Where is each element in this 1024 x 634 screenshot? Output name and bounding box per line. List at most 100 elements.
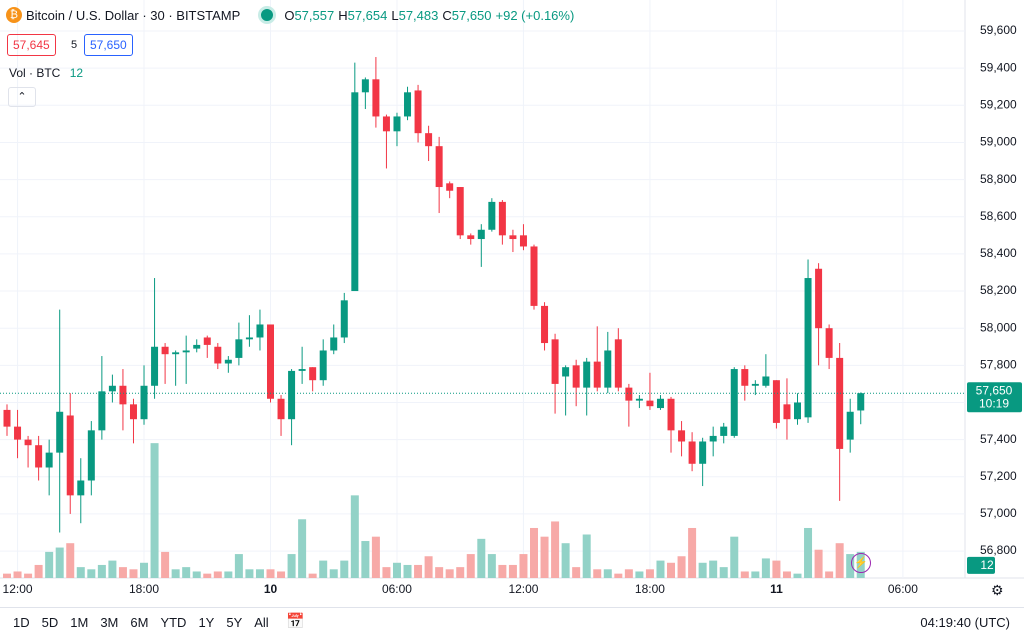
volume-bar: [508, 564, 517, 578]
range-button[interactable]: 1M: [70, 615, 89, 630]
volume-bar: [603, 569, 612, 578]
volume-bar: [688, 527, 697, 578]
candle-body: [256, 324, 264, 338]
candle-body: [172, 352, 180, 355]
volume-bar: [772, 560, 781, 578]
date-range-icon[interactable]: 📅: [286, 613, 305, 630]
candle-body: [583, 361, 591, 388]
candle-body: [846, 411, 854, 440]
range-button[interactable]: 3M: [100, 615, 119, 630]
candle-body: [656, 398, 664, 409]
volume-bar: [361, 541, 370, 578]
candle-body: [351, 92, 359, 292]
volume-bar: [66, 543, 75, 578]
volume-bar: [466, 554, 475, 578]
candle-body: [446, 183, 454, 191]
candle-body: [435, 146, 443, 188]
volume-bar: [614, 573, 623, 578]
volume-bar: [182, 567, 191, 578]
range-button[interactable]: 5D: [41, 615, 59, 630]
volume-bar: [709, 560, 718, 578]
x-tick-label: 06:00: [382, 582, 412, 596]
volume-bar: [55, 547, 64, 578]
candle-body: [530, 246, 538, 306]
candle-body: [319, 350, 327, 381]
volume-bar: [635, 571, 644, 578]
range-button[interactable]: 1D: [13, 615, 30, 630]
range-button[interactable]: 6M: [130, 615, 149, 630]
volume-bar: [340, 560, 349, 578]
y-tick-label: 57,400: [980, 432, 1017, 446]
candle-body: [330, 337, 338, 351]
candle-body: [477, 229, 485, 240]
volume-bar: [277, 571, 286, 578]
candle-body: [56, 411, 64, 453]
volume-bar: [477, 538, 486, 578]
candle-body: [572, 365, 580, 388]
candle-body: [794, 402, 801, 420]
volume-bar: [34, 564, 43, 578]
candle-body: [182, 350, 190, 353]
volume-bar: [561, 543, 570, 578]
volume-bar: [624, 569, 633, 578]
y-tick-label: 58,200: [980, 283, 1017, 297]
candle-body: [699, 441, 707, 464]
candle-body: [35, 445, 43, 468]
y-tick-label: 57,800: [980, 358, 1017, 372]
candle-body: [509, 235, 517, 240]
candle-body: [488, 201, 496, 230]
candle-body: [224, 359, 232, 364]
volume-bar: [540, 536, 549, 578]
ohlc-label: C: [442, 7, 452, 23]
volume-bar: [530, 527, 538, 578]
candle-body: [3, 409, 11, 427]
settings-icon[interactable]: ⚙: [991, 582, 1004, 598]
y-tick-label: 59,200: [980, 97, 1017, 111]
volume-bar: [129, 569, 138, 578]
range-button[interactable]: 5Y: [226, 615, 243, 630]
candle-body: [288, 370, 296, 420]
bid-button[interactable]: 57,645: [7, 34, 56, 56]
volume-bar: [255, 569, 264, 578]
volume-bar: [224, 571, 233, 578]
ohlc-value: 57,654: [347, 7, 388, 23]
volume-bar: [424, 556, 433, 578]
volume-bar: [76, 567, 85, 578]
y-tick-label: 58,000: [980, 320, 1017, 334]
clock: 04:19:40 (UTC): [920, 615, 1010, 630]
volume-bar: [392, 562, 401, 578]
candle-body: [688, 441, 696, 464]
collapse-button[interactable]: ⌃: [8, 87, 36, 107]
candle-body: [804, 278, 812, 418]
ask-button[interactable]: 57,650: [84, 34, 133, 56]
range-button[interactable]: 1Y: [198, 615, 215, 630]
candle-body: [267, 324, 274, 399]
candle-body: [66, 415, 74, 496]
volume-bar: [645, 569, 654, 578]
volume-tag-label: 12: [980, 558, 994, 572]
y-tick-label: 58,800: [980, 172, 1017, 186]
coin-icon: ₿: [6, 7, 22, 23]
volume-bar: [161, 551, 170, 578]
alert-icon[interactable]: ⚡: [851, 553, 871, 573]
symbol[interactable]: Bitcoin / U.S. Dollar · 30 · BITSTAMP: [26, 7, 241, 23]
ohlc-value: 57,650: [451, 7, 492, 23]
range-button[interactable]: All: [254, 615, 269, 630]
volume-tag: [967, 556, 995, 574]
volume-bar: [487, 554, 496, 578]
volume-bar: [213, 571, 222, 578]
x-tick-label: 18:00: [635, 582, 665, 596]
volume-bar: [498, 564, 507, 578]
y-tick-label: 59,000: [980, 135, 1017, 149]
candle-body: [87, 430, 95, 481]
legend: ₿ Bitcoin / U.S. Dollar · 30 · BITSTAMP …: [6, 6, 574, 24]
candle-body: [382, 116, 390, 132]
ohlc-label: O: [284, 7, 295, 23]
volume-bar: [24, 573, 33, 578]
range-button[interactable]: YTD: [160, 615, 187, 630]
x-tick-label: 12:00: [508, 582, 538, 596]
candle-body: [425, 133, 433, 147]
candle-body: [625, 387, 633, 401]
candle-body: [140, 385, 148, 420]
